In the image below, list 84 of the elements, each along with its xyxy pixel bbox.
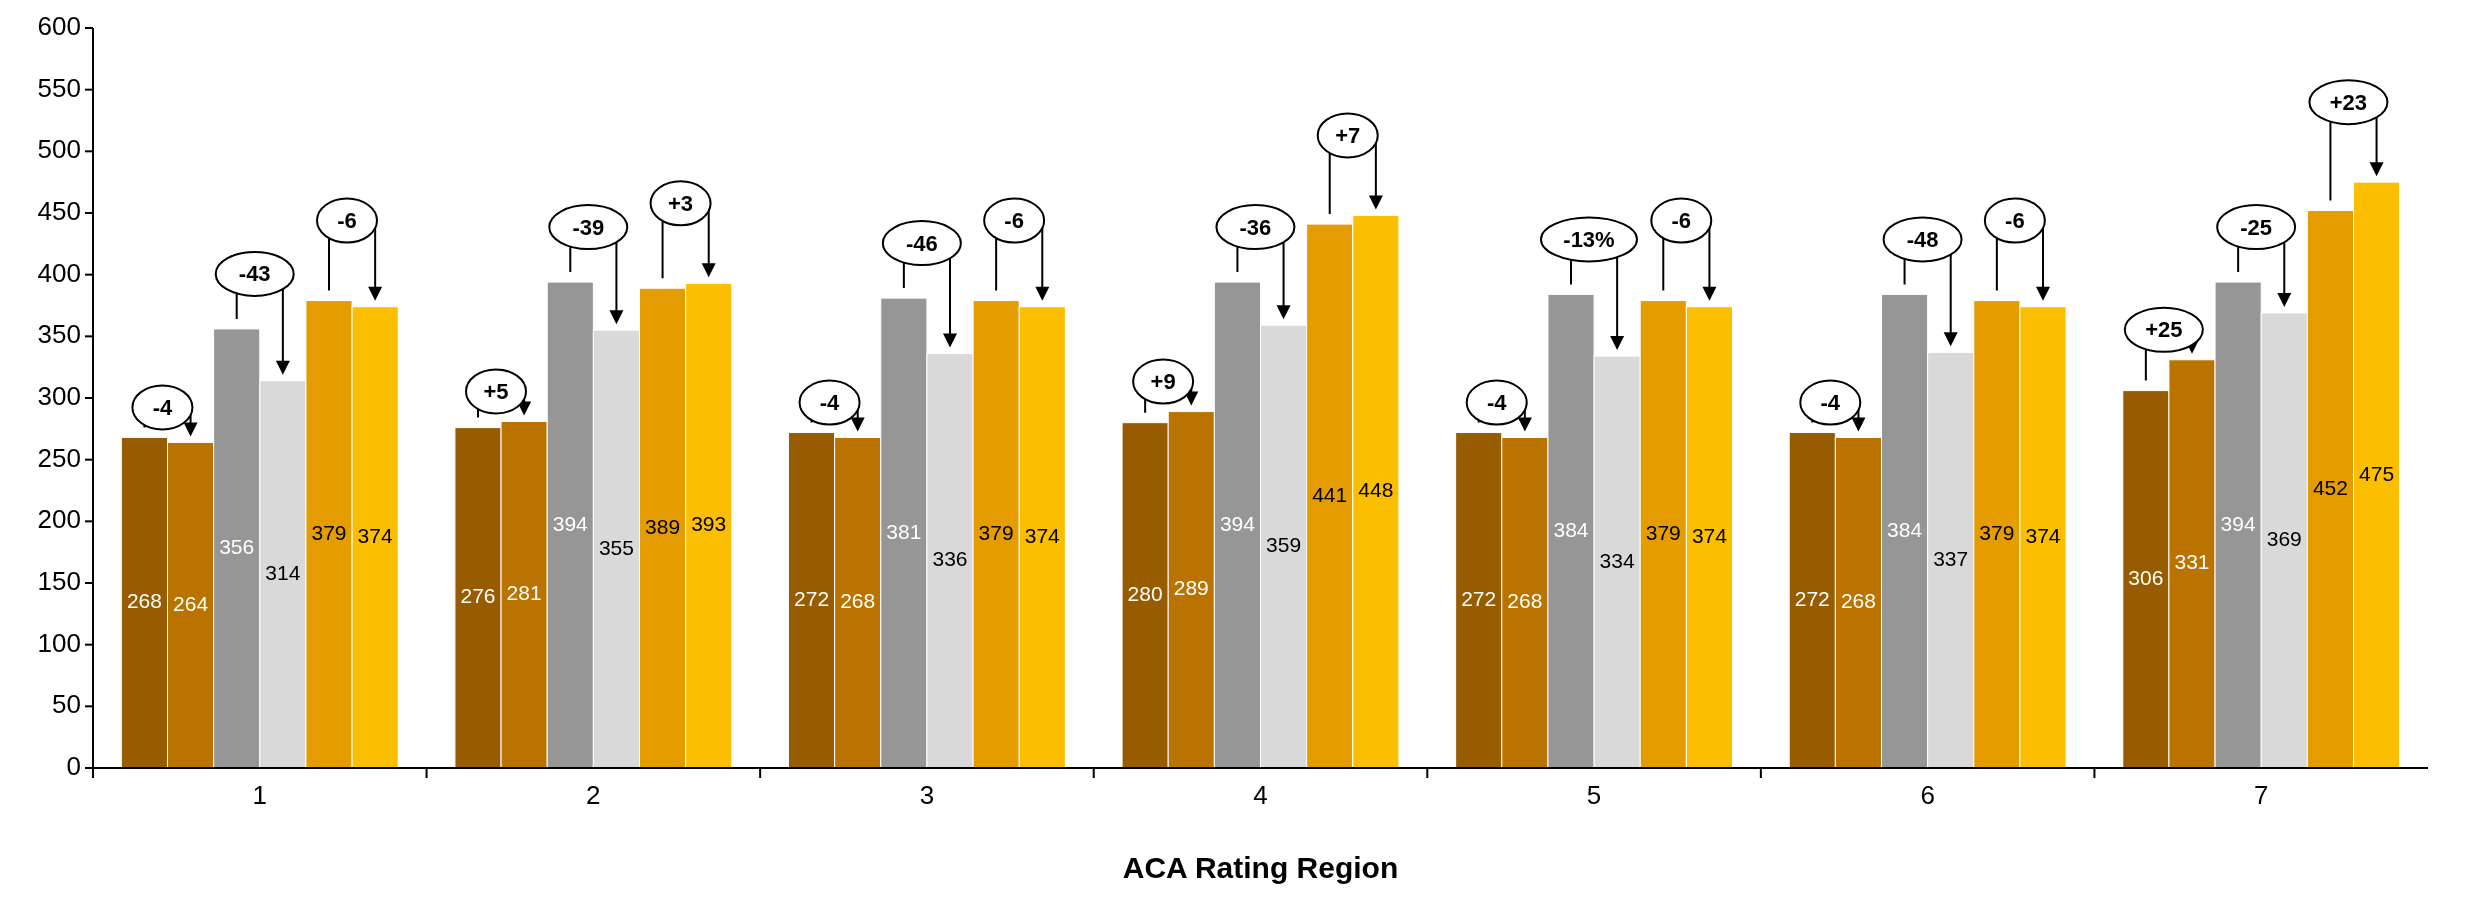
annotation: -6 <box>2005 208 2025 234</box>
annotation: -4 <box>152 394 173 420</box>
annotation: -4 <box>1820 390 1841 416</box>
data-label: 379 <box>1979 520 2015 544</box>
annotation: -48 <box>1906 226 1939 252</box>
y-tick-label: 150 <box>37 565 81 596</box>
y-tick-label: 550 <box>37 72 81 103</box>
data-label: 393 <box>691 512 727 536</box>
x-tick-label: 7 <box>2253 780 2269 810</box>
x-tick-label: 5 <box>1586 780 1602 810</box>
data-label: 374 <box>1691 523 1728 547</box>
y-tick-label: 600 <box>37 10 81 41</box>
data-label: 289 <box>1173 576 1209 600</box>
x-tick-label: 2 <box>586 780 601 810</box>
x-tick-label: 3 <box>919 780 935 810</box>
data-label: 374 <box>2025 523 2061 547</box>
data-label: 394 <box>1219 511 1256 535</box>
data-label: 337 <box>1933 546 1969 570</box>
data-label: 268 <box>126 589 162 613</box>
data-label: 374 <box>1024 523 1061 547</box>
data-label: 280 <box>1127 581 1163 605</box>
data-label: 268 <box>840 589 876 613</box>
data-label: 441 <box>1312 482 1348 506</box>
y-tick-label: 300 <box>37 380 81 411</box>
data-label: 379 <box>978 520 1014 544</box>
data-label: 394 <box>2220 511 2256 535</box>
y-tick-label: 250 <box>37 442 81 473</box>
y-tick-label: 350 <box>37 319 81 350</box>
annotation: -4 <box>1486 390 1508 416</box>
y-tick-label: 500 <box>37 134 81 165</box>
data-label: 331 <box>2174 550 2210 574</box>
data-label: 384 <box>1553 517 1589 541</box>
data-label: 306 <box>2128 565 2164 589</box>
annotation: +7 <box>1335 122 1361 148</box>
data-label: 379 <box>311 520 347 544</box>
data-label: 268 <box>1507 589 1543 613</box>
x-tick-label: 1 <box>252 780 268 810</box>
annotation: -13% <box>1563 226 1615 252</box>
data-label: 356 <box>219 535 255 559</box>
data-label: 272 <box>1461 586 1497 610</box>
y-tick-label: 200 <box>37 504 81 535</box>
x-axis-title: ACA Rating Region <box>1122 851 1399 884</box>
annotation: -4 <box>819 390 841 416</box>
annotation: -6 <box>337 208 357 234</box>
data-label: 359 <box>1266 533 1302 557</box>
annotation: -6 <box>1671 208 1692 234</box>
annotation: -6 <box>1004 208 1024 234</box>
data-label: 355 <box>598 535 634 559</box>
annotation: -39 <box>572 214 605 240</box>
data-label: 272 <box>794 586 830 610</box>
annotation: -46 <box>905 230 938 256</box>
annotation: +23 <box>2329 89 2368 115</box>
data-label: 264 <box>173 591 209 615</box>
y-tick-label: 0 <box>66 750 81 781</box>
y-tick-label: 400 <box>37 257 81 288</box>
data-label: 374 <box>357 523 393 547</box>
data-label: 369 <box>2266 527 2302 550</box>
data-label: 448 <box>1358 478 1394 502</box>
data-label: 475 <box>2359 461 2395 485</box>
data-label: 314 <box>265 560 301 584</box>
data-label: 381 <box>886 519 922 543</box>
y-tick-label: 450 <box>37 195 81 226</box>
annotation: -25 <box>2240 214 2273 240</box>
data-label: 276 <box>460 584 496 608</box>
x-tick-label: 4 <box>1253 780 1268 810</box>
data-label: 379 <box>1645 520 1681 544</box>
annotation: -36 <box>1239 214 1272 240</box>
y-tick-label: 50 <box>52 689 81 720</box>
data-label: 394 <box>552 511 589 535</box>
data-label: 268 <box>1840 589 1876 613</box>
data-label: 384 <box>1887 517 1923 541</box>
annotation: +9 <box>1150 369 1176 395</box>
data-label: 281 <box>506 581 542 605</box>
annotation: +5 <box>483 378 509 404</box>
data-label: 452 <box>2312 475 2348 499</box>
y-tick-label: 100 <box>37 627 81 658</box>
data-label: 389 <box>645 514 681 538</box>
data-label: 336 <box>932 547 968 571</box>
data-label: 272 <box>1794 586 1830 610</box>
annotation: +3 <box>668 190 694 216</box>
annotation: -43 <box>238 261 271 287</box>
data-label: 334 <box>1599 548 1635 572</box>
x-tick-label: 6 <box>1920 780 1935 810</box>
annotation: +25 <box>2145 317 2183 343</box>
